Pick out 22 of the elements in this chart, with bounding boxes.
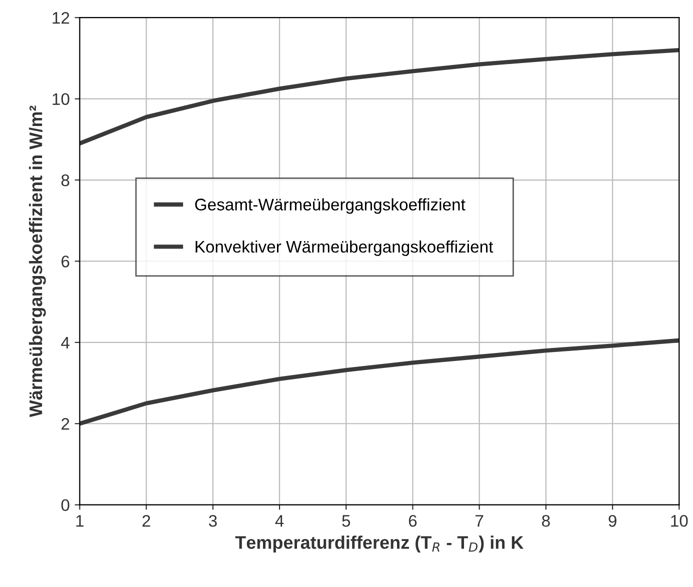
legend-label: Gesamt-Wärmeübergangskoeffizient bbox=[195, 198, 466, 214]
y-tick-label: 0 bbox=[61, 499, 70, 512]
line-series bbox=[80, 48, 680, 146]
y-tick-label: 8 bbox=[61, 174, 70, 186]
y-tick-label: 12 bbox=[52, 12, 70, 24]
x-tick-label: 9 bbox=[608, 514, 616, 527]
y-tick-label: 2 bbox=[62, 418, 70, 430]
legend-label: Konvektiver Wärmeübergangskoeffizient bbox=[196, 240, 494, 256]
x-tick-label: 6 bbox=[408, 514, 417, 527]
x-tick-label: 3 bbox=[208, 514, 217, 527]
x-axis-title: Temperaturdifferenz (T$_{R}$ - T$_{D}$) in K bbox=[235, 536, 524, 552]
x-tick-label: 7 bbox=[476, 515, 484, 527]
x-tick-label: 2 bbox=[142, 514, 150, 527]
x-tick-label: 1 bbox=[76, 515, 84, 527]
x-tick-label: 5 bbox=[342, 515, 350, 527]
x-tick-label: 4 bbox=[275, 515, 284, 527]
x-tick-label: 8 bbox=[542, 514, 550, 527]
y-tick-label: 6 bbox=[62, 256, 70, 268]
y-tick-label: 4 bbox=[61, 336, 70, 348]
y-tick-label: 10 bbox=[52, 93, 70, 106]
x-tick-label: 10 bbox=[671, 514, 688, 527]
y-axis-title: Wärmeübergangskoeffizient in W/m² bbox=[28, 106, 46, 418]
